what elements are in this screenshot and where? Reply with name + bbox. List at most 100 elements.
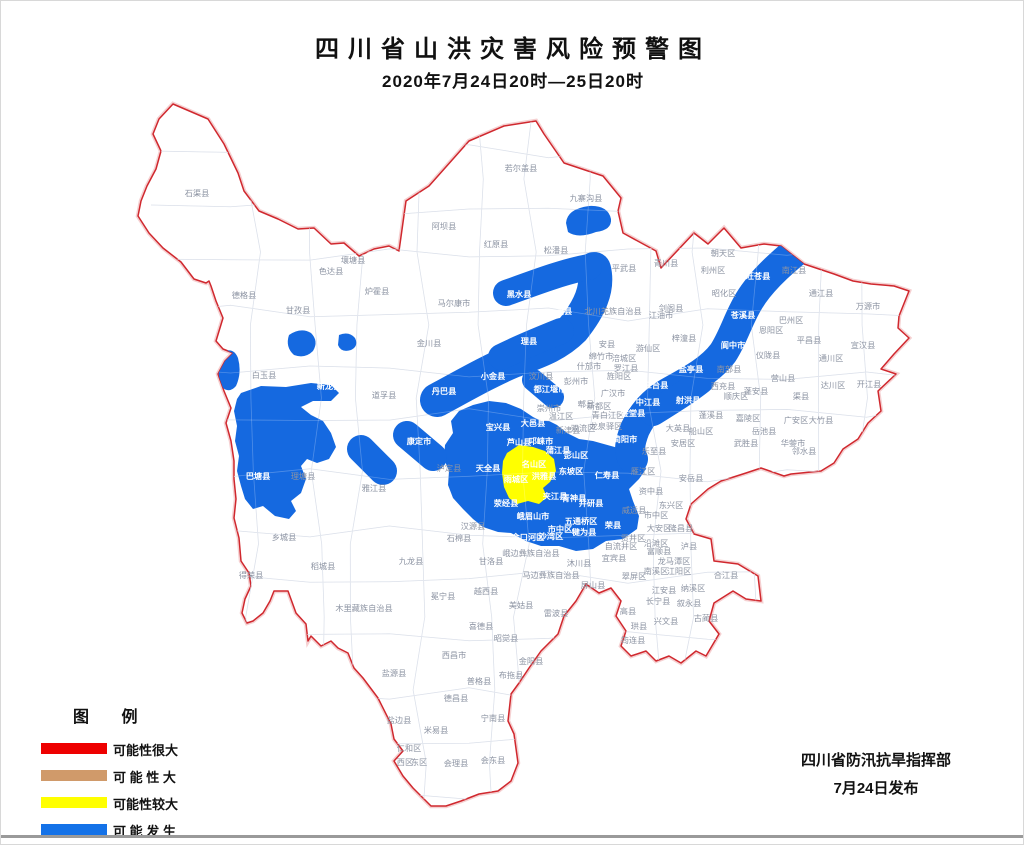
county-label: 宝兴县 <box>486 422 511 432</box>
county-label: 安居区 <box>671 438 696 448</box>
county-label: 阿坝县 <box>432 222 457 231</box>
county-label: 荣县 <box>604 520 621 530</box>
county-label: 峨边彝族自治县 <box>502 548 559 558</box>
county-label: 宣汉县 <box>851 340 876 350</box>
county-label: 宁南县 <box>481 713 506 723</box>
county-label: 万源市 <box>856 301 881 311</box>
county-label: 通江县 <box>809 288 834 298</box>
county-label: 米易县 <box>424 725 449 735</box>
county-label: 珙县 <box>631 621 647 631</box>
county-label: 芦山县 <box>507 437 532 447</box>
county-label: 木里藏族自治县 <box>335 603 392 613</box>
county-label: 盐亭县 <box>679 364 704 374</box>
risk-areas <box>218 205 815 551</box>
legend-item-2: 可能性较大 <box>41 793 271 816</box>
county-label: 沙湾区 <box>539 531 564 541</box>
county-label: 兴文县 <box>654 616 679 626</box>
issuer-name: 四川省防汛抗旱指挥部 <box>800 752 951 769</box>
legend-label: 可能性较大 <box>113 797 179 812</box>
county-label: 梓潼县 <box>672 333 697 343</box>
county-label: 蓬溪县 <box>699 410 724 420</box>
county-label: 盐源县 <box>382 668 407 678</box>
county-label: 船山区 <box>689 426 714 436</box>
county-label: 彭山区 <box>564 450 589 460</box>
county-label: 金堂县 <box>620 408 646 418</box>
county-label: 安岳县 <box>679 473 704 483</box>
county-label: 石渠县 <box>185 188 210 198</box>
county-label: 旌阳区 <box>607 371 632 381</box>
county-label: 平武县 <box>612 263 637 273</box>
county-label: 会理县 <box>444 758 469 768</box>
county-label: 雷波县 <box>544 608 569 618</box>
county-label: 金口河区 <box>511 532 545 542</box>
county-label: 汉源县 <box>461 522 486 531</box>
county-label: 康定市 <box>407 436 432 446</box>
county-label: 沿滩区 <box>644 538 669 548</box>
county-label: 蓬安县 <box>744 386 769 396</box>
county-label: 西充县 <box>711 381 736 391</box>
county-label: 九龙县 <box>399 556 424 566</box>
risk-area-blue-dujiangyan <box>522 369 564 408</box>
county-label: 顺庆区 <box>724 391 749 401</box>
county-label: 金川县 <box>417 338 442 348</box>
county-label: 宜宾县 <box>602 553 627 563</box>
county-label: 贡井区 <box>621 533 646 543</box>
county-label: 大竹县 <box>809 415 834 425</box>
county-label: 剑阁县 <box>659 303 684 313</box>
county-label: 汶川县 <box>529 371 554 381</box>
county-label: 九寨沟县 <box>570 193 603 203</box>
county-label: 屏山县 <box>581 580 606 590</box>
county-label: 青白江区 <box>592 410 625 420</box>
county-label: 新都区 <box>587 401 612 411</box>
county-label: 叙永县 <box>677 598 702 608</box>
legend-swatch <box>41 743 107 754</box>
county-label: 东坡区 <box>559 466 584 476</box>
county-label: 南部县 <box>717 364 742 374</box>
county-label: 仪陇县 <box>756 350 781 360</box>
county-label: 利州区 <box>701 265 726 275</box>
county-label: 什邡市 <box>577 361 602 371</box>
county-label: 喜德县 <box>469 621 494 631</box>
county-label: 西区 <box>397 758 413 767</box>
legend-item-0: 可能性很大 <box>41 739 271 762</box>
county-label: 达川区 <box>821 380 846 390</box>
county-label: 布拖县 <box>499 670 524 680</box>
county-label: 雁江区 <box>631 467 656 476</box>
county-label: 昭觉县 <box>494 633 519 643</box>
county-label: 夹江县 <box>543 491 568 501</box>
county-label: 安县 <box>599 339 615 349</box>
county-label: 洪雅县 <box>532 471 557 481</box>
county-label: 青神县 <box>562 493 587 503</box>
county-label: 江安县 <box>652 585 677 595</box>
legend-label: 可 能 性 大 <box>113 770 176 785</box>
risk-area-blue-xinlong <box>338 333 357 351</box>
legend-title: 图 例 <box>73 709 152 726</box>
county-label: 广汉市 <box>601 388 626 398</box>
county-label: 乡城县 <box>272 533 297 542</box>
county-label: 巴州区 <box>779 316 804 325</box>
county-label: 江油市 <box>649 310 674 320</box>
county-label: 大邑县 <box>521 418 546 428</box>
legend-swatch <box>41 797 107 808</box>
county-label: 广安区 <box>784 415 809 425</box>
county-label: 富顺县 <box>647 546 672 556</box>
risk-area-blue-heishui-arm <box>493 254 602 306</box>
legend-rows: 可能性很大可 能 性 大可能性较大可 能 发 生 <box>41 739 271 843</box>
county-label: 邛崃市 <box>529 436 554 446</box>
risk-area-blue-lixian-arm <box>488 318 574 370</box>
county-label: 金阳县 <box>519 656 544 666</box>
county-label: 大英县 <box>666 423 691 433</box>
county-label: 简阳市 <box>613 434 638 444</box>
county-label: 雅江县 <box>362 483 387 493</box>
county-label: 射洪县 <box>675 395 701 405</box>
county-label: 德格县 <box>232 290 257 300</box>
county-label: 井研县 <box>579 498 604 508</box>
risk-area-blue-kangding <box>393 421 447 471</box>
county-label: 南溪区 <box>644 566 669 576</box>
county-label: 中江县 <box>636 397 661 407</box>
legend-swatch <box>41 824 107 835</box>
county-label: 东兴区 <box>659 500 684 510</box>
county-label: 沐川县 <box>567 558 592 568</box>
county-label: 长宁县 <box>646 596 671 606</box>
